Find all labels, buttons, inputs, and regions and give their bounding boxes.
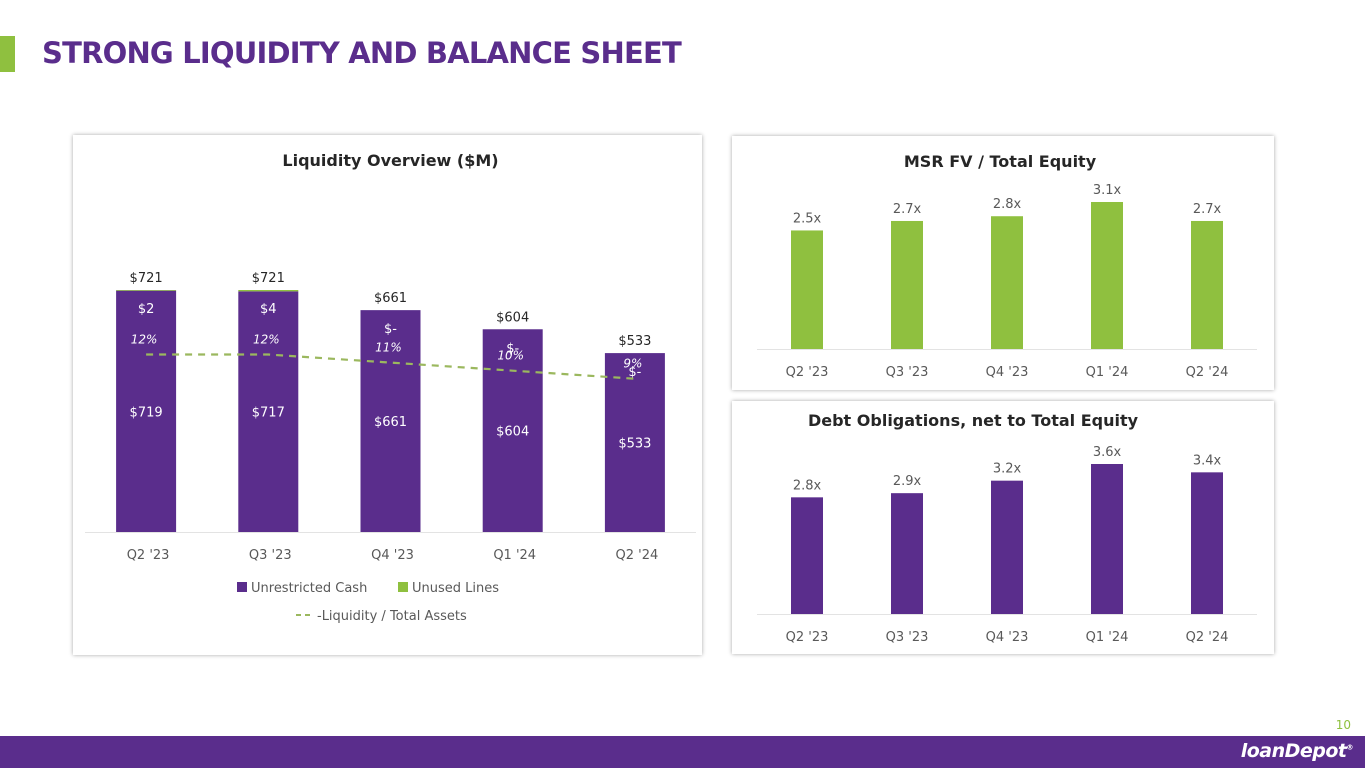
data-label: 3.4x xyxy=(1193,453,1222,468)
msr-chart-panel: MSR FV / Total Equity 2.5x Q2 '23 2.7x Q3 '2… xyxy=(732,136,1274,390)
data-label: 2.8x xyxy=(793,478,822,493)
unused-lines-label: $- xyxy=(506,341,519,356)
data-label: 2.7x xyxy=(1193,202,1222,217)
legend-label-ratio-line: -Liquidity / Total Assets xyxy=(317,609,467,624)
logo-text: loanDepot xyxy=(1240,740,1347,762)
bar-total-label: $721 xyxy=(130,271,163,286)
bar xyxy=(991,216,1023,349)
unused-lines-label: $- xyxy=(628,365,641,380)
x-tick-label: Q2 '23 xyxy=(127,548,170,563)
liquidity-chart: Liquidity Overview ($M) $721 $2 $719 Q2 '23 1… xyxy=(85,151,696,624)
bar xyxy=(791,230,823,349)
bar xyxy=(1191,472,1223,614)
ratio-label: 12% xyxy=(131,333,158,347)
unrestricted-cash-label: $717 xyxy=(252,406,285,421)
data-label: 2.7x xyxy=(893,202,922,217)
bar-unused-lines xyxy=(116,290,177,291)
data-label: 3.1x xyxy=(1093,183,1122,198)
bar xyxy=(991,480,1023,614)
chart-title: Liquidity Overview ($M) xyxy=(282,151,498,170)
bar xyxy=(1191,220,1223,349)
bar-total-label: $661 xyxy=(374,291,407,306)
ratio-label: 9% xyxy=(623,357,642,371)
x-tick-label: Q2 '24 xyxy=(1186,630,1229,645)
data-label: 3.6x xyxy=(1093,445,1122,460)
bar-unrestricted-cash xyxy=(604,353,665,532)
ratio-label: 12% xyxy=(253,333,280,347)
legend-label-unrestricted-cash: Unrestricted Cash xyxy=(251,581,367,596)
unused-lines-label: $- xyxy=(384,322,397,337)
data-label: 2.8x xyxy=(993,197,1022,212)
bar-unrestricted-cash xyxy=(116,290,177,532)
x-tick-label: Q2 '23 xyxy=(786,630,829,645)
bar-total-label: $604 xyxy=(496,310,529,325)
x-tick-label: Q1 '24 xyxy=(1086,630,1129,645)
bar-unrestricted-cash xyxy=(482,329,543,532)
bar-unused-lines xyxy=(238,290,299,292)
unrestricted-cash-label: $661 xyxy=(374,415,407,430)
bar-unrestricted-cash xyxy=(360,310,421,532)
unused-lines-label: $4 xyxy=(260,302,277,317)
liquidity-chart-panel: Liquidity Overview ($M) $721 $2 $719 Q2 '23 1… xyxy=(73,135,702,655)
debt-chart-panel: Debt Obligations, net to Total Equity 2.8… xyxy=(732,401,1274,654)
debt-chart: Debt Obligations, net to Total Equity 2.8… xyxy=(757,411,1257,645)
x-tick-label: Q2 '23 xyxy=(786,365,829,380)
page-number: 10 xyxy=(1335,718,1351,732)
bar xyxy=(791,497,823,614)
x-tick-label: Q4 '23 xyxy=(986,365,1029,380)
legend-swatch-unused-lines xyxy=(398,582,408,592)
unrestricted-cash-label: $604 xyxy=(496,425,529,440)
bar xyxy=(1091,464,1123,614)
data-label: 2.9x xyxy=(893,474,922,489)
unrestricted-cash-label: $719 xyxy=(130,405,163,420)
bar-total-label: $533 xyxy=(618,334,651,349)
x-tick-label: Q2 '24 xyxy=(1186,365,1229,380)
page-title: STRONG LIQUIDITY AND BALANCE SHEET xyxy=(42,36,682,70)
x-tick-label: Q4 '23 xyxy=(986,630,1029,645)
bar-total-label: $721 xyxy=(252,271,285,286)
x-tick-label: Q2 '24 xyxy=(616,548,659,563)
bar xyxy=(1091,202,1123,349)
bar xyxy=(891,493,923,614)
unused-lines-label: $2 xyxy=(138,302,155,317)
bar-unrestricted-cash xyxy=(238,291,299,532)
legend-label-unused-lines: Unused Lines xyxy=(412,581,499,596)
liquidity-ratio-line xyxy=(146,353,635,380)
x-tick-label: Q1 '24 xyxy=(1086,365,1129,380)
data-label: 2.5x xyxy=(793,211,822,226)
legend-swatch-unrestricted-cash xyxy=(237,582,247,592)
data-label: 3.2x xyxy=(993,462,1022,477)
x-tick-label: Q4 '23 xyxy=(371,548,414,563)
chart-title: Debt Obligations, net to Total Equity xyxy=(808,411,1139,430)
bar xyxy=(891,220,923,349)
unrestricted-cash-label: $533 xyxy=(618,437,651,452)
footer-bar: loanDepot® xyxy=(0,736,1365,768)
logo-trademark: ® xyxy=(1346,743,1354,752)
msr-chart: MSR FV / Total Equity 2.5x Q2 '23 2.7x Q3 '2… xyxy=(757,152,1257,380)
x-tick-label: Q1 '24 xyxy=(493,548,536,563)
title-accent-bar xyxy=(0,36,15,72)
loandepot-logo: loanDepot® xyxy=(1240,740,1354,762)
x-tick-label: Q3 '23 xyxy=(249,548,292,563)
ratio-label: 10% xyxy=(497,349,524,363)
ratio-label: 11% xyxy=(375,341,402,355)
x-tick-label: Q3 '23 xyxy=(886,630,929,645)
chart-title: MSR FV / Total Equity xyxy=(904,152,1097,171)
x-tick-label: Q3 '23 xyxy=(886,365,929,380)
